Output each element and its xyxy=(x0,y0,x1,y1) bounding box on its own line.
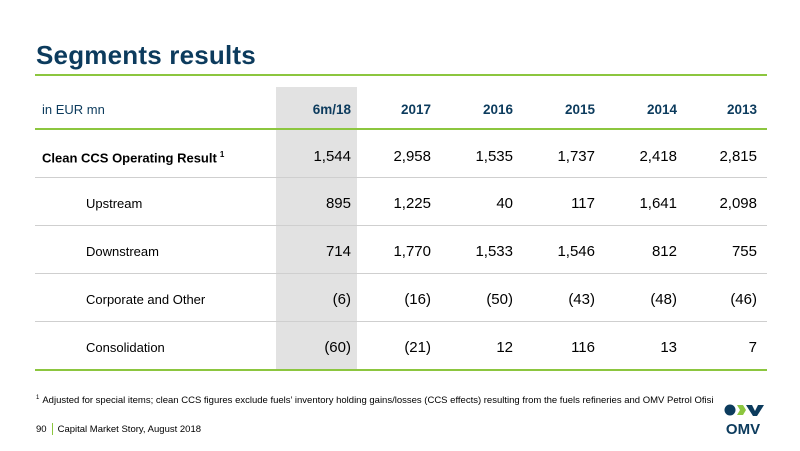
table-header-row: in EUR mn 6m/18 2017 2016 2015 2014 2013 xyxy=(35,87,767,128)
table-cell: 2,815 xyxy=(719,148,757,165)
table-row: Downstream 714 1,770 1,533 1,546 812 755 xyxy=(35,225,767,273)
table-cell: (48) xyxy=(650,291,677,308)
column-header: 6m/18 xyxy=(312,102,351,117)
page-title: Segments results xyxy=(36,40,256,70)
row-label: Corporate and Other xyxy=(86,292,206,307)
logo-text: OMV xyxy=(726,421,760,438)
slide-footer: 90 Capital Market Story, August 2018 xyxy=(36,423,201,435)
highlight-column-shading xyxy=(276,87,357,369)
table-cell: 755 xyxy=(731,243,757,260)
omv-logo-icon: OMV xyxy=(724,404,764,438)
row-label: Consolidation xyxy=(86,340,165,355)
row-label: Upstream xyxy=(86,196,143,211)
table-cell: 12 xyxy=(496,339,513,356)
table-cell: (60) xyxy=(324,339,351,356)
table-row: Consolidation (60) (21) 12 116 13 7 xyxy=(35,321,767,369)
table-cell: 2,958 xyxy=(393,148,431,165)
table-cell: 2,098 xyxy=(719,195,757,212)
table-cell: (50) xyxy=(486,291,513,308)
row-label: Clean CCS Operating Result 1 xyxy=(42,150,225,166)
table-bottom-divider xyxy=(35,369,767,371)
table-cell: 1,770 xyxy=(393,243,431,260)
table-cell: 1,641 xyxy=(639,195,677,212)
table-cell: 895 xyxy=(325,195,351,212)
column-header: 2017 xyxy=(400,102,431,117)
column-header: 2014 xyxy=(646,102,677,117)
table-cell: (16) xyxy=(404,291,431,308)
page-number: 90 xyxy=(36,423,47,435)
table-cell: (43) xyxy=(568,291,595,308)
table-cell: 1,737 xyxy=(557,148,595,165)
footer-text: Capital Market Story, August 2018 xyxy=(57,423,202,435)
table-cell: 117 xyxy=(571,195,595,212)
table-cell: 1,535 xyxy=(475,148,513,165)
table-cell: 40 xyxy=(496,195,513,212)
footnote: 1 Adjusted for special items; clean CCS f… xyxy=(36,395,713,406)
footnote-ref: 1 xyxy=(219,150,225,159)
table-cell: (6) xyxy=(332,291,351,308)
column-header: 2013 xyxy=(726,102,757,117)
footnote-mark: 1 xyxy=(36,395,40,401)
table-cell: 2,418 xyxy=(639,148,677,165)
segments-table: in EUR mn 6m/18 2017 2016 2015 2014 2013… xyxy=(35,87,767,369)
table-row: Clean CCS Operating Result 1 1,544 2,958 … xyxy=(35,128,767,177)
table-cell: 1,225 xyxy=(393,195,431,212)
table-cell: 1,544 xyxy=(313,148,351,165)
unit-label: in EUR mn xyxy=(42,102,105,117)
table-cell: 812 xyxy=(651,243,677,260)
footnote-text: Adjusted for special items; clean CCS fi… xyxy=(42,395,714,407)
title-divider xyxy=(35,74,767,76)
table-row: Upstream 895 1,225 40 117 1,641 2,098 xyxy=(35,177,767,225)
footer-separator xyxy=(51,423,53,435)
table-cell: 714 xyxy=(325,243,351,260)
table-row: Corporate and Other (6) (16) (50) (43) (… xyxy=(35,273,767,321)
column-header: 2015 xyxy=(564,102,595,117)
table-cell: 7 xyxy=(748,339,757,356)
table-cell: (46) xyxy=(730,291,757,308)
table-cell: 1,546 xyxy=(557,243,595,260)
table-cell: 116 xyxy=(571,339,595,356)
table-cell: 1,533 xyxy=(475,243,513,260)
column-header: 2016 xyxy=(482,102,513,117)
row-label: Downstream xyxy=(86,244,159,259)
table-cell: (21) xyxy=(404,339,431,356)
table-cell: 13 xyxy=(660,339,677,356)
